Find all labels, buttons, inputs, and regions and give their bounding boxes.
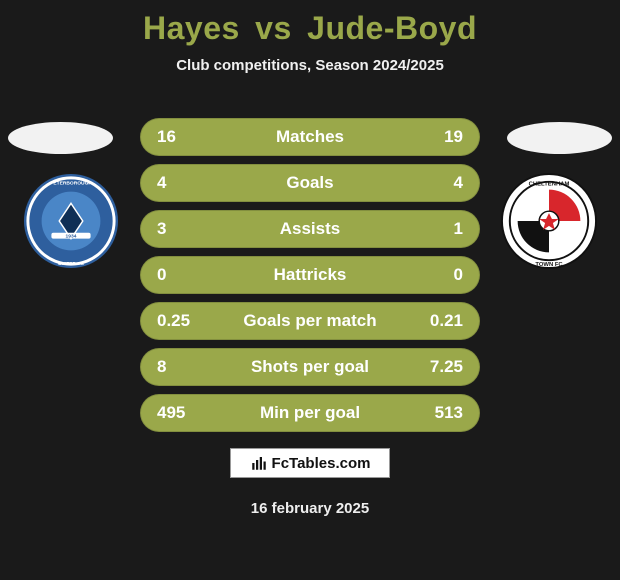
- subtitle: Club competitions, Season 2024/2025: [0, 57, 620, 74]
- stat-right-value: 0.21: [413, 311, 463, 331]
- stat-row: 16 Matches 19: [140, 118, 480, 156]
- stat-left-value: 16: [157, 127, 207, 147]
- svg-text:CHELTENHAM: CHELTENHAM: [529, 182, 570, 188]
- stat-right-value: 513: [413, 403, 463, 423]
- stat-right-value: 4: [413, 173, 463, 193]
- stat-label: Shots per goal: [207, 357, 413, 377]
- stat-label: Min per goal: [207, 403, 413, 423]
- stat-row: 0 Hattricks 0: [140, 256, 480, 294]
- svg-text:1934: 1934: [66, 234, 77, 240]
- club-crest-icon: CHELTENHAM TOWN FC: [500, 172, 598, 270]
- svg-text:PETERBOROUGH: PETERBOROUGH: [50, 181, 92, 187]
- stat-row: 4 Goals 4: [140, 164, 480, 202]
- stat-left-value: 3: [157, 219, 207, 239]
- stat-row: 3 Assists 1: [140, 210, 480, 248]
- club-badge-left: 1934 PETERBOROUGH UNITED FC: [22, 172, 120, 270]
- date-text: 16 february 2025: [0, 500, 620, 517]
- player2-photo-placeholder: [507, 122, 612, 154]
- stat-left-value: 0.25: [157, 311, 207, 331]
- comparison-title: Hayes vs Jude-Boyd: [0, 0, 620, 47]
- stat-label: Assists: [207, 219, 413, 239]
- stat-row: 8 Shots per goal 7.25: [140, 348, 480, 386]
- stat-right-value: 1: [413, 219, 463, 239]
- stat-left-value: 495: [157, 403, 207, 423]
- svg-text:UNITED FC: UNITED FC: [58, 261, 85, 267]
- vs-text: vs: [255, 10, 292, 46]
- club-crest-icon: 1934 PETERBOROUGH UNITED FC: [22, 172, 120, 270]
- site-logo-text: FcTables.com: [272, 455, 371, 472]
- svg-text:TOWN FC: TOWN FC: [535, 262, 563, 268]
- stats-table: 16 Matches 19 4 Goals 4 3 Assists 1 0 Ha…: [140, 118, 480, 440]
- stat-label: Goals per match: [207, 311, 413, 331]
- player2-name: Jude-Boyd: [307, 10, 477, 46]
- player1-photo-placeholder: [8, 122, 113, 154]
- stat-right-value: 19: [413, 127, 463, 147]
- club-badge-right: CHELTENHAM TOWN FC: [500, 172, 598, 270]
- stat-left-value: 0: [157, 265, 207, 285]
- stat-label: Goals: [207, 173, 413, 193]
- stat-left-value: 4: [157, 173, 207, 193]
- stat-label: Hattricks: [207, 265, 413, 285]
- stat-right-value: 7.25: [413, 357, 463, 377]
- stat-label: Matches: [207, 127, 413, 147]
- bar-chart-icon: [250, 454, 268, 472]
- stat-row: 495 Min per goal 513: [140, 394, 480, 432]
- stat-right-value: 0: [413, 265, 463, 285]
- site-logo: FcTables.com: [230, 448, 390, 478]
- stat-row: 0.25 Goals per match 0.21: [140, 302, 480, 340]
- stat-left-value: 8: [157, 357, 207, 377]
- player1-name: Hayes: [143, 10, 240, 46]
